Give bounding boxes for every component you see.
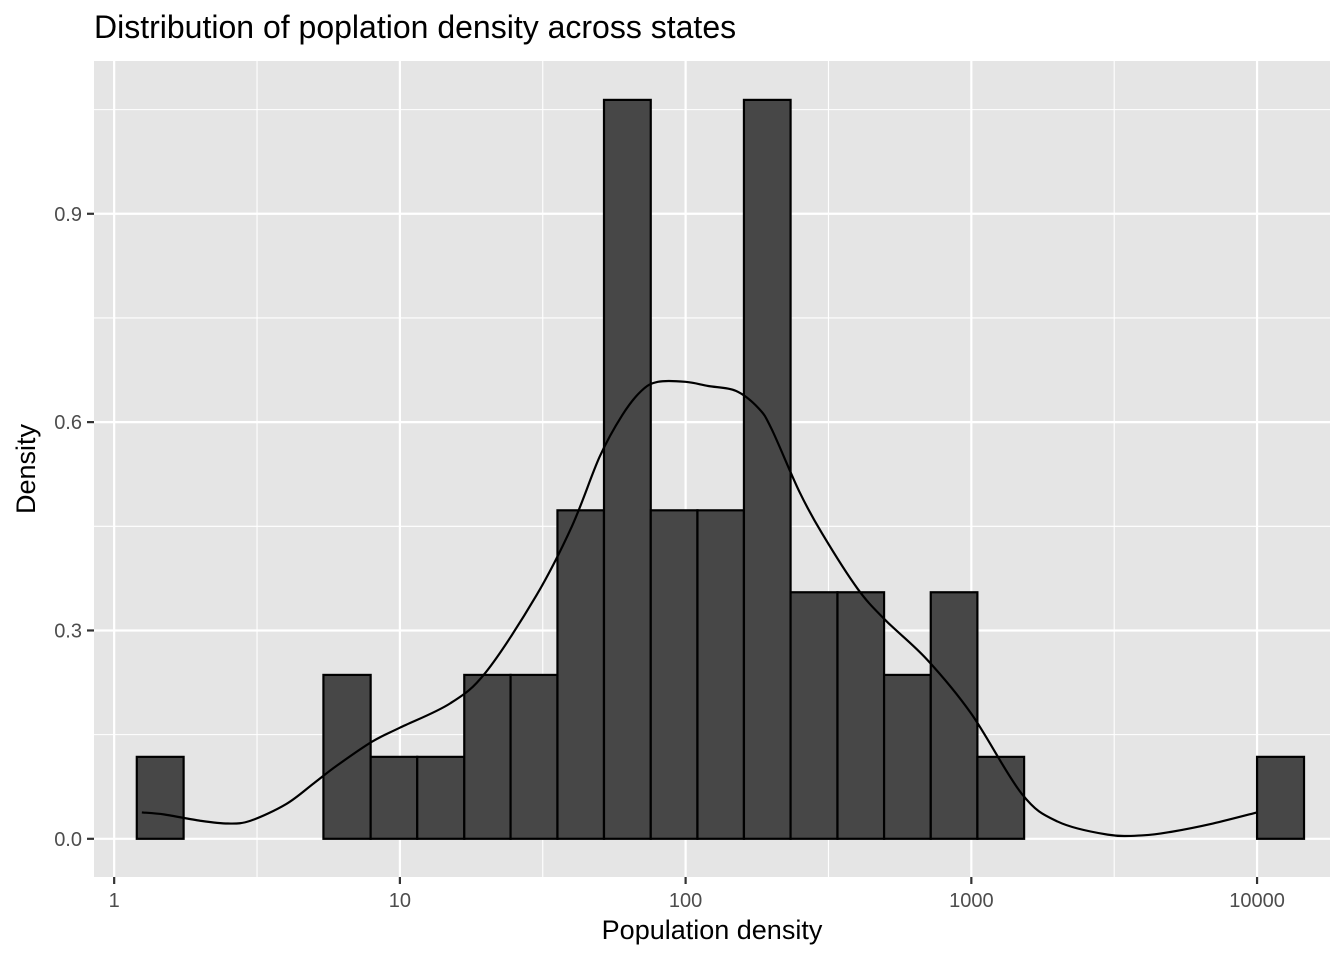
histogram-bar bbox=[929, 591, 979, 840]
histogram-bars bbox=[135, 98, 1306, 840]
histogram-bar bbox=[789, 591, 839, 840]
x-tick-label: 100 bbox=[669, 890, 702, 912]
histogram-bar bbox=[509, 673, 559, 840]
histogram-bar bbox=[463, 673, 512, 840]
y-tick-label: 0.0 bbox=[54, 829, 82, 851]
x-tick-label: 10 bbox=[389, 890, 411, 912]
histogram-bar bbox=[649, 509, 699, 840]
histogram-bar bbox=[556, 509, 606, 840]
y-tick-label: 0.9 bbox=[54, 204, 82, 226]
histogram-bar bbox=[602, 98, 652, 840]
histogram-bar bbox=[1255, 755, 1306, 840]
x-tick-label: 1 bbox=[109, 890, 120, 912]
histogram-bar bbox=[742, 98, 792, 840]
histogram-bar bbox=[696, 509, 746, 840]
density-curve bbox=[141, 379, 1258, 838]
y-tick-label: 0.3 bbox=[54, 620, 82, 642]
x-tick-label: 10000 bbox=[1229, 890, 1285, 912]
y-tick-label: 0.6 bbox=[54, 412, 82, 434]
x-axis-title: Population density bbox=[602, 915, 823, 945]
histogram-bar bbox=[135, 755, 185, 840]
histogram-bar bbox=[322, 673, 372, 840]
histogram-bar bbox=[369, 755, 419, 840]
x-tick-label: 1000 bbox=[949, 890, 994, 912]
y-axis-title: Density bbox=[11, 423, 41, 514]
chart-title: Distribution of poplation density across… bbox=[94, 9, 736, 45]
histogram-bar bbox=[976, 755, 1026, 840]
axes: 1 10 100 1000 10000 0.0 0.3 0.6 0.9 bbox=[54, 204, 1285, 912]
histogram-bar bbox=[836, 591, 886, 840]
histogram-bar bbox=[882, 673, 932, 840]
histogram-bar bbox=[416, 755, 466, 840]
